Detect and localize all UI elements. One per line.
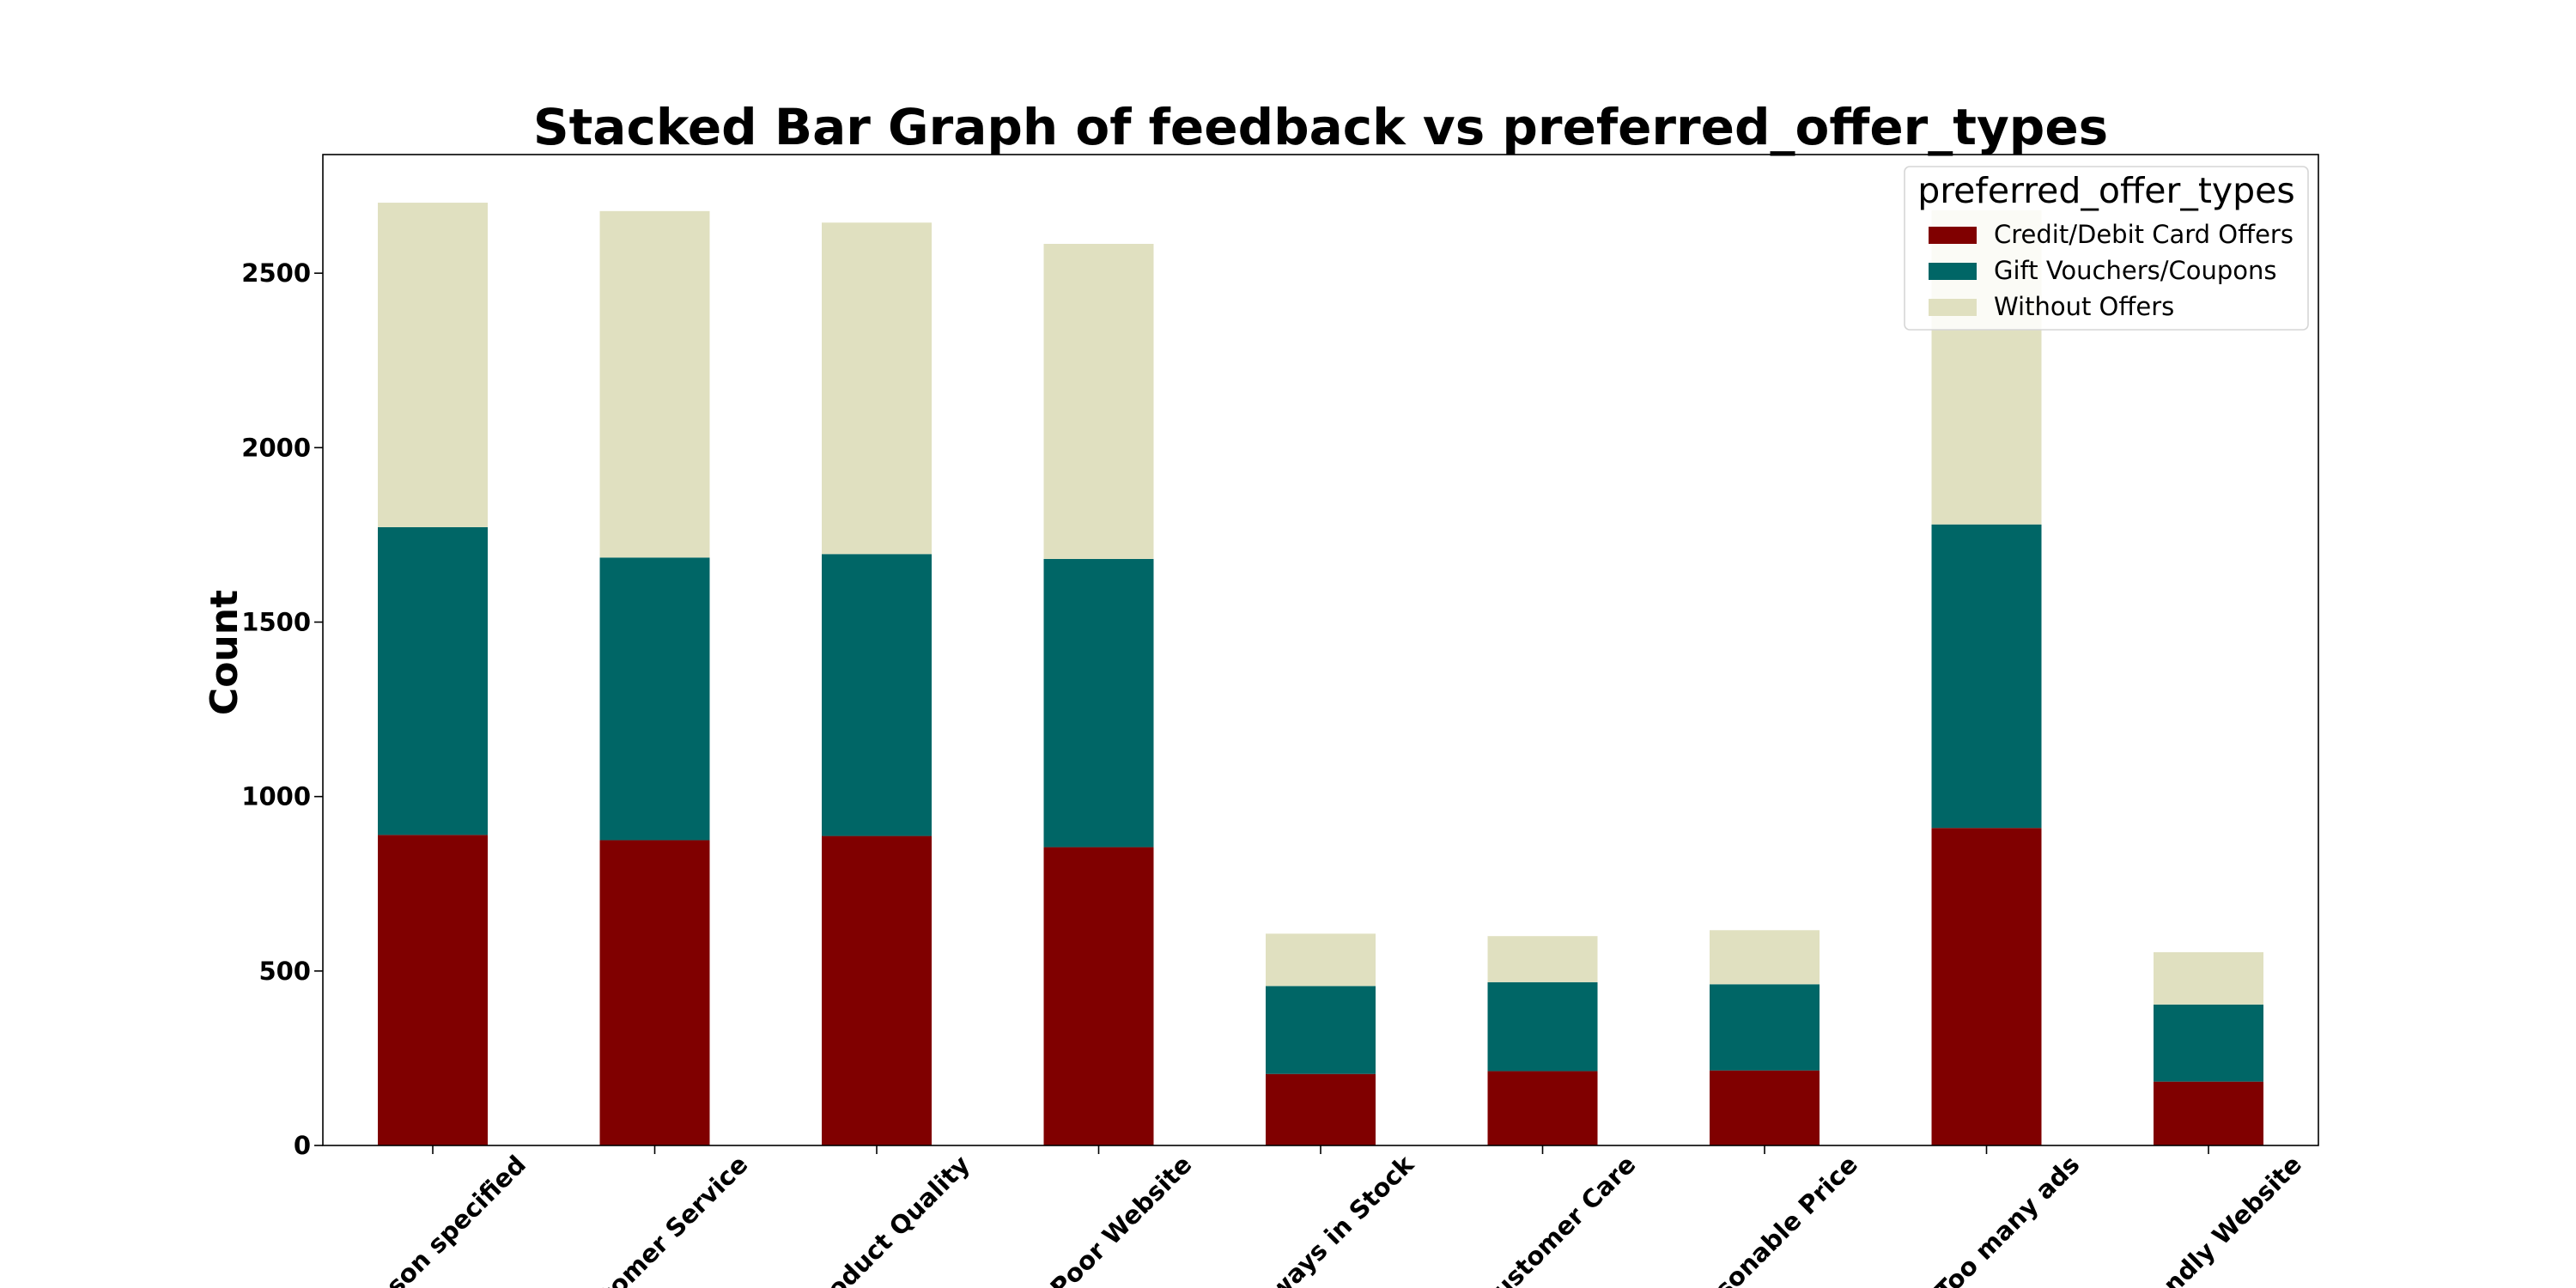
legend-swatch: [1929, 299, 1977, 316]
chart-title: Stacked Bar Graph of feedback vs preferr…: [533, 98, 2108, 156]
y-tick-label: 500: [258, 957, 311, 986]
bar-segment: [1710, 930, 1820, 985]
x-tick-label: ways in Stock: [1263, 1149, 1420, 1288]
bar-segment: [1266, 933, 1376, 987]
plot-frame: [322, 154, 2319, 1146]
legend-label: Gift Vouchers/Coupons: [1994, 256, 2277, 285]
x-tick-label: ustomer Care: [1486, 1150, 1641, 1288]
bar-segment: [599, 557, 710, 841]
bar-segment: [1931, 828, 2042, 1145]
legend-label: Credit/Debit Card Offers: [1994, 220, 2293, 249]
bar-segment: [1266, 986, 1376, 1074]
y-tick-label: 1000: [241, 782, 311, 811]
legend-box: [1904, 166, 2309, 331]
bar-segment: [1043, 847, 1154, 1145]
bar-segment: [2154, 951, 2263, 1005]
bar-segment: [1710, 984, 1820, 1071]
bar-segment: [1043, 244, 1154, 559]
legend-title: preferred_offer_types: [1917, 170, 2295, 211]
x-tick-label: son specified: [380, 1150, 532, 1288]
y-axis: 0 500 1000 1500 2000 2500: [241, 258, 323, 1160]
y-tick-label: 1500: [241, 607, 311, 636]
x-tick-label: Poor Website: [1045, 1150, 1198, 1288]
bar-segment: [1931, 524, 2042, 829]
bar-segment: [1710, 1070, 1820, 1145]
legend-swatch: [1929, 227, 1977, 244]
y-axis-label: Count: [203, 590, 246, 715]
bar-segment: [378, 526, 488, 835]
y-tick-label: 0: [294, 1131, 311, 1160]
legend-swatch: [1929, 263, 1977, 280]
bar-segment: [599, 840, 710, 1145]
bar-segment: [822, 222, 932, 555]
bar-segment: [822, 835, 932, 1145]
bar-segment: [1487, 981, 1598, 1072]
legend: preferred_offer_types Credit/Debit Card O…: [1904, 166, 2309, 331]
legend-label: Without Offers: [1994, 292, 2174, 321]
bar-segment: [378, 835, 488, 1145]
bar-segment: [1266, 1073, 1376, 1145]
x-tick-label: sonable Price: [1709, 1150, 1863, 1288]
y-tick-label: 2000: [241, 433, 311, 462]
bar-segment: [378, 203, 488, 527]
y-tick-label: 2500: [241, 258, 311, 288]
x-tick-label: Too many ads: [1929, 1150, 2086, 1288]
x-tick-label: tomer Service: [594, 1150, 754, 1288]
bar-segment: [1487, 936, 1598, 982]
x-tick-label: oduct Quality: [821, 1150, 975, 1288]
bar-segment: [1043, 558, 1154, 848]
bar-segment: [599, 210, 710, 558]
x-axis: son specified tomer Service oduct Quality P…: [380, 1145, 2307, 1288]
bar-segment: [2154, 1004, 2263, 1082]
bars-group: [378, 203, 2263, 1145]
bar-segment: [1487, 1071, 1598, 1145]
bar-segment: [2154, 1081, 2263, 1145]
bar-segment: [822, 554, 932, 836]
x-tick-label: ndly Website: [2158, 1150, 2307, 1288]
